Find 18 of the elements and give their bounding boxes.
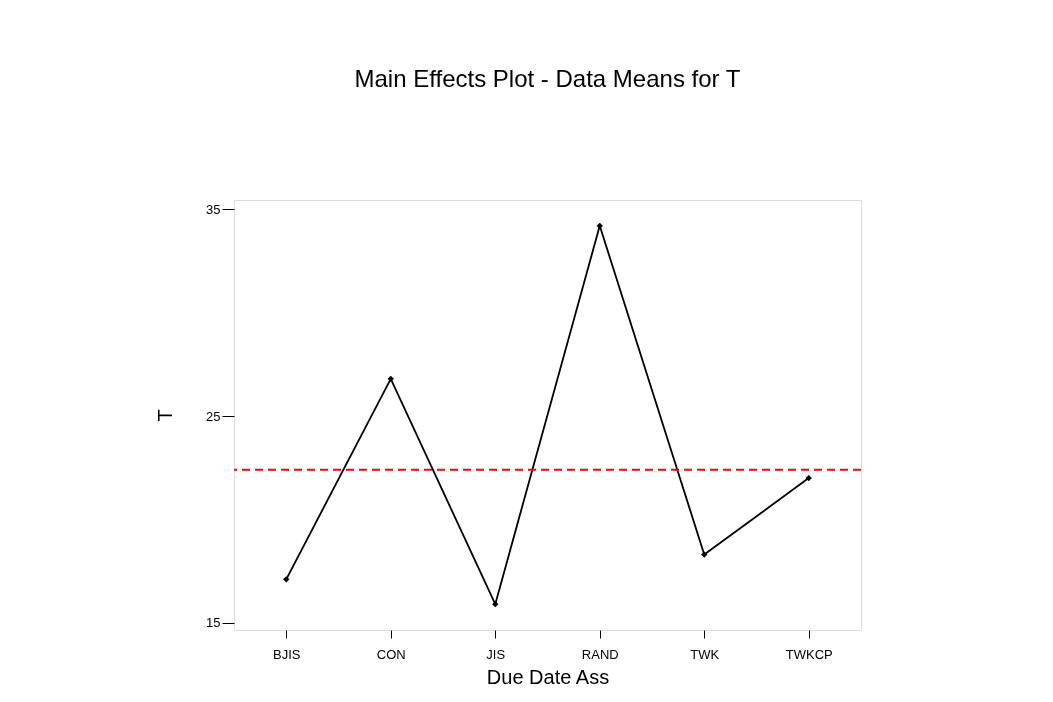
x-tick-label: RAND (581, 646, 619, 662)
x-tick-label: TWK (690, 646, 720, 662)
x-tick-label: JIS (486, 646, 506, 662)
x-tick-label: CON (376, 646, 406, 662)
y-axis-title: T (154, 409, 177, 422)
point (596, 222, 603, 229)
x-tick-label: BJIS (273, 646, 301, 662)
point (805, 474, 812, 482)
point (387, 375, 394, 382)
point (701, 551, 708, 558)
chart-title: Main Effects Plot - Data Means for T (354, 65, 741, 92)
y-tick-label: 15 (206, 615, 221, 631)
point (492, 601, 499, 608)
point (283, 576, 290, 583)
y-tick-label: 35 (206, 201, 221, 217)
x-tick-label: TWKCP (785, 646, 833, 662)
y-tick-label: 25 (206, 408, 221, 424)
x-axis-title: Due Date Ass (486, 665, 610, 688)
